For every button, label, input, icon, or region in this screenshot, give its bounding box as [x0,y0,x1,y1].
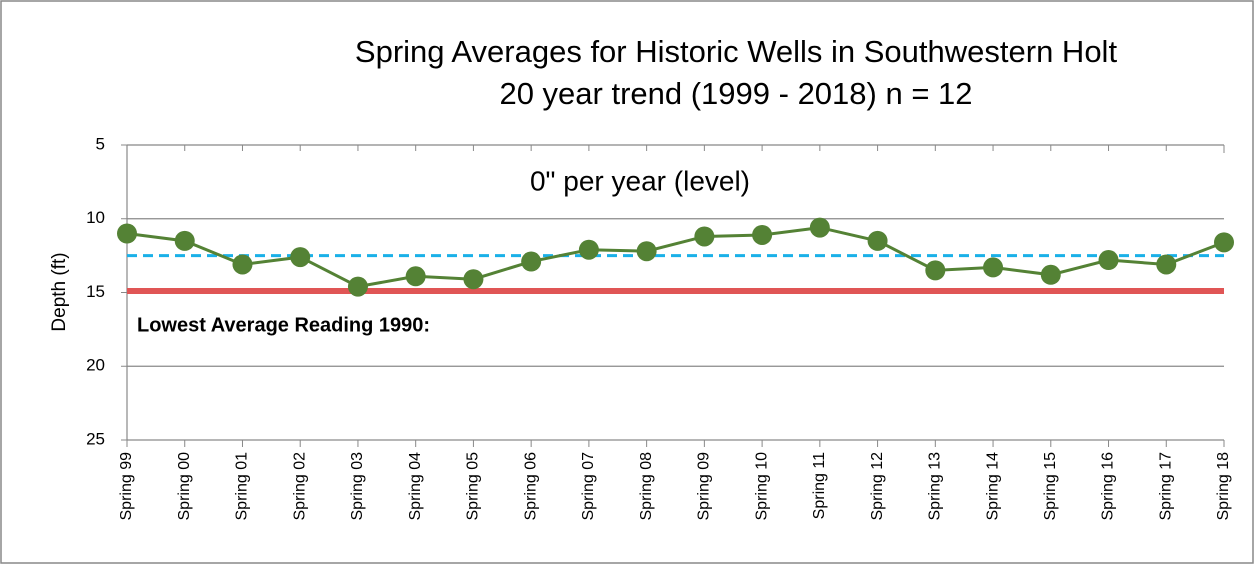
x-tick-label: Spring 06 [522,452,539,521]
x-tick-label: Spring 16 [1100,452,1117,521]
x-tick-label: Spring 18 [1215,452,1232,521]
x-tick-label: Spring 02 [291,452,308,521]
y-tick-label: 5 [96,134,105,153]
data-point [521,251,542,272]
x-tick-label: Spring 17 [1157,452,1174,521]
data-point [1156,254,1177,275]
x-tick-label: Spring 01 [234,452,251,521]
data-point [463,269,484,290]
data-point [174,230,195,251]
data-point [117,223,137,244]
x-tick-label: Spring 99 [118,452,135,521]
x-tick-label: Spring 03 [349,452,366,521]
trend-label: 0" per year (level) [530,165,750,196]
data-point [636,241,657,262]
x-tick-label: Spring 15 [1042,452,1059,521]
data-point [290,247,311,268]
y-tick-label: 10 [86,208,105,227]
x-tick-label: Spring 10 [753,452,770,521]
data-point [347,276,368,297]
y-tick-label: 20 [86,356,105,375]
x-tick-label: Spring 04 [407,452,424,521]
data-point [1098,250,1119,271]
data-point [809,217,830,238]
x-tick-label: Spring 14 [984,452,1001,521]
data-point [925,260,946,281]
x-tick-label: Spring 09 [696,452,713,521]
data-point [752,224,773,245]
data-point [232,254,253,275]
data-point [694,226,715,247]
data-point [405,266,426,287]
data-point [578,239,599,260]
y-tick-label: 15 [86,282,105,301]
chart-subtitle: 20 year trend (1999 - 2018) n = 12 [499,76,972,111]
x-tick-label: Spring 13 [927,452,944,521]
reference-label: Lowest Average Reading 1990: [137,314,430,336]
x-tick-label: Spring 00 [176,452,193,521]
x-tick-label: Spring 05 [465,452,482,521]
y-tick-label: 25 [86,429,105,448]
x-tick-label: Spring 11 [811,452,828,519]
y-axis-label: Depth (ft) [49,252,70,331]
x-tick-label: Spring 08 [638,452,655,521]
data-point [867,230,888,251]
data-point [1040,264,1061,285]
chart-title: Spring Averages for Historic Wells in So… [355,34,1118,69]
x-tick-label: Spring 07 [580,452,597,521]
data-point [983,257,1004,278]
x-tick-label: Spring 12 [869,452,886,521]
data-point [1214,232,1234,253]
